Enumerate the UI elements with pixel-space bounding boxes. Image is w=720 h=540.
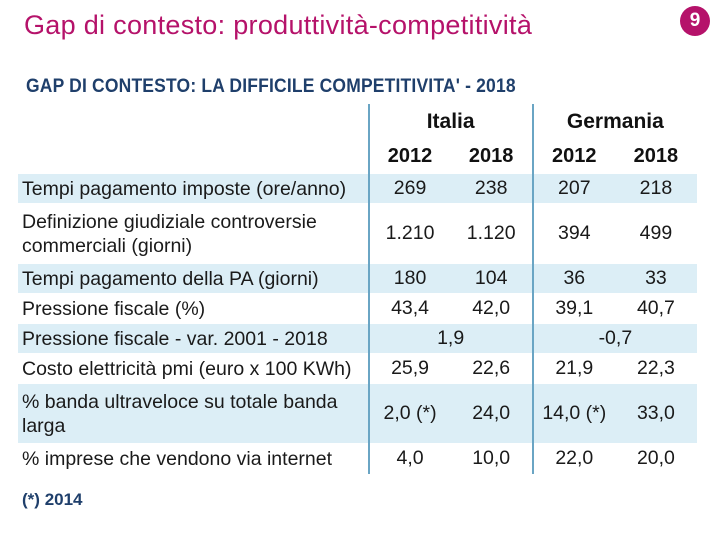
cell-value: 39,1: [531, 293, 615, 324]
cell-value: 1.120: [450, 203, 533, 264]
cell-value: 20,0: [614, 443, 697, 474]
cell-value: 4,0: [367, 443, 451, 474]
cell-value: 499: [614, 203, 697, 264]
header-label-spacer: [18, 104, 369, 140]
row-label: Pressione fiscale (%): [18, 293, 369, 324]
cell-value: 42,0: [450, 293, 533, 324]
competitiveness-table: Italia Germania 2012 2018 2012 2018 Temp…: [18, 104, 697, 474]
table-row: % imprese che vendono via internet 4,0 1…: [18, 443, 697, 474]
year-header: 2018: [468, 145, 514, 167]
table-row: Tempi pagamento imposte (ore/anno) 269 2…: [18, 173, 697, 204]
slide-number: 9: [678, 6, 712, 36]
cell-value: 180: [367, 263, 451, 294]
row-label: Costo elettricità pmi (euro x 100 KWh): [18, 353, 369, 384]
cell-value: 14,0 (*): [531, 383, 615, 444]
cell-value-merged: 1,9: [367, 323, 533, 354]
cell-value: 22,0: [531, 443, 615, 474]
cell-value-merged: -0,7: [531, 323, 697, 354]
row-label: Definizione giudiziale controversie comm…: [18, 203, 369, 264]
row-label: Tempi pagamento imposte (ore/anno): [18, 173, 369, 204]
cell-value: 43,4: [367, 293, 451, 324]
slide-title: Gap di contesto: produttività-competitiv…: [24, 10, 533, 40]
cell-value: 218: [614, 173, 697, 204]
table-row: Costo elettricità pmi (euro x 100 KWh) 2…: [18, 353, 697, 384]
header-label-spacer: [18, 140, 369, 174]
footnote: (*) 2014: [22, 490, 83, 510]
footnote-marker: (*): [22, 490, 40, 509]
table-row: % banda ultraveloce su totale banda larg…: [18, 383, 697, 444]
cell-value: 269: [367, 173, 451, 204]
year-header: 2018: [633, 145, 679, 167]
table-title: GAP DI CONTESTO: LA DIFFICILE COMPETITIV…: [26, 76, 516, 97]
table-row: Tempi pagamento della PA (giorni) 180 10…: [18, 263, 697, 294]
year-header-row: 2012 2018 2012 2018: [18, 140, 697, 174]
cell-value: 2,0 (*): [367, 383, 451, 444]
cell-value: 104: [450, 263, 533, 294]
table-row: Pressione fiscale (%) 43,4 42,0 39,1 40,…: [18, 293, 697, 324]
country-header-germania: Germania: [531, 104, 697, 140]
table-row: Definizione giudiziale controversie comm…: [18, 203, 697, 264]
row-label: Tempi pagamento della PA (giorni): [18, 263, 369, 294]
cell-value: 22,6: [450, 353, 533, 384]
cell-value: 40,7: [614, 293, 697, 324]
year-header: 2012: [367, 140, 451, 174]
cell-value: 10,0: [450, 443, 533, 474]
country-header-italia: Italia: [367, 104, 533, 140]
cell-value: 24,0: [450, 383, 533, 444]
cell-value: 394: [531, 203, 615, 264]
cell-value: 207: [531, 173, 615, 204]
row-label: % banda ultraveloce su totale banda larg…: [18, 383, 369, 444]
cell-value: 1.210: [367, 203, 451, 264]
row-label: Pressione fiscale - var. 2001 - 2018: [18, 323, 369, 354]
cell-value: 33,0: [614, 383, 697, 444]
country-header-row: Italia Germania: [18, 104, 697, 140]
cell-value: 21,9: [531, 353, 615, 384]
cell-value: 36: [531, 263, 615, 294]
slide-number-badge: 9: [680, 6, 710, 36]
row-label: % imprese che vendono via internet: [18, 443, 369, 474]
year-header: 2012: [531, 140, 615, 174]
table-row: Pressione fiscale - var. 2001 - 2018 1,9…: [18, 323, 697, 354]
cell-value: 238: [450, 173, 533, 204]
cell-value: 25,9: [367, 353, 451, 384]
cell-value: 22,3: [614, 353, 697, 384]
footnote-text: 2014: [44, 490, 83, 509]
cell-value: 33: [614, 263, 697, 294]
